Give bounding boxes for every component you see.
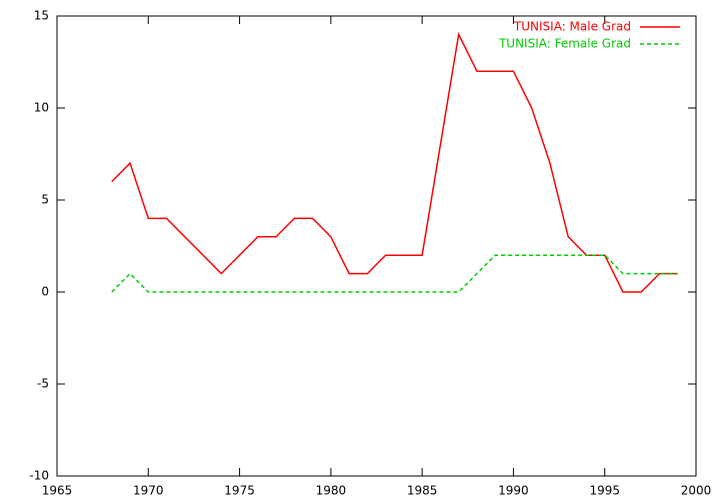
y-tick-label: 10 [34, 101, 49, 115]
legend-label: TUNISIA: Male Grad [513, 20, 631, 34]
x-tick-label: 1975 [224, 484, 255, 498]
x-tick-label: 1980 [316, 484, 347, 498]
x-tick-label: 1965 [42, 484, 73, 498]
y-tick-label: 5 [41, 193, 49, 207]
series-line [111, 254, 678, 293]
y-tick-label: -5 [37, 377, 49, 391]
series-line [111, 31, 678, 293]
legend-label: TUNISIA: Female Grad [498, 37, 631, 51]
y-tick-label: -10 [29, 469, 49, 483]
plot-frame [56, 15, 697, 477]
x-tick-label: 1970 [133, 484, 164, 498]
y-tick-label: 0 [41, 285, 49, 299]
y-tick-label: 15 [34, 9, 49, 23]
x-tick-label: 1990 [498, 484, 529, 498]
x-tick-label: 2000 [681, 484, 712, 498]
x-tick-label: 1985 [407, 484, 438, 498]
x-tick-label: 1995 [589, 484, 620, 498]
